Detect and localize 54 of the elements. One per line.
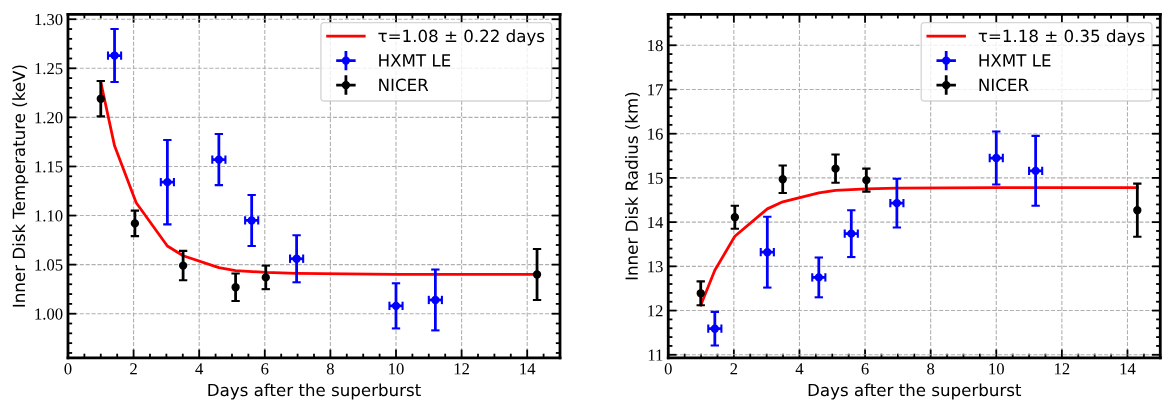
legend-label: τ=1.18 ± 0.35 days — [978, 29, 1145, 46]
y-axis-title: Inner Disk Radius (km) — [625, 92, 640, 280]
y-tick-label: 16 — [648, 128, 663, 140]
y-tick-label: 15 — [648, 172, 663, 184]
point — [730, 213, 740, 222]
y-tick-label: 1.30 — [35, 13, 63, 26]
point — [532, 270, 542, 279]
x-tick-label: 14 — [1120, 363, 1136, 375]
legend-label: HXMT LE — [379, 54, 451, 67]
x-tick-label: 4 — [795, 363, 804, 375]
point — [862, 175, 871, 185]
x-tick-label: 2 — [730, 363, 738, 375]
point — [178, 261, 188, 270]
x-tick-label: 4 — [195, 363, 204, 375]
point — [261, 273, 270, 282]
point — [96, 94, 105, 103]
y-tick-label: 1.10 — [35, 210, 63, 222]
x-tick-label: 8 — [927, 363, 935, 375]
x-tick-label: 10 — [389, 363, 404, 375]
y-tick-label: 1.05 — [35, 259, 63, 271]
x-axis-title: Days after the superburst — [208, 383, 421, 400]
x-tick-label: 8 — [326, 363, 334, 375]
legend-label: NICER — [979, 78, 1029, 92]
y-tick-label: 14 — [648, 216, 664, 228]
point — [778, 175, 787, 184]
point — [831, 164, 840, 173]
x-tick-label: 10 — [989, 363, 1004, 375]
y-tick-label: 1.00 — [35, 308, 63, 320]
point — [130, 219, 140, 228]
legend-label: HXMT LE — [979, 54, 1051, 67]
y-tick-label: 11 — [648, 349, 663, 361]
x-tick-label: 0 — [64, 363, 72, 375]
x-axis-title: Days after the superburst — [808, 383, 1022, 400]
y-tick-label: 1.25 — [35, 63, 63, 75]
y-tick-label: 17 — [648, 84, 663, 96]
legend-label: τ=1.08 ± 0.22 days — [378, 29, 545, 46]
y-tick-label: 12 — [648, 305, 663, 317]
y-axis-title: Inner Disk Temperature (keV) — [12, 65, 29, 307]
x-tick-label: 12 — [454, 363, 470, 375]
point — [231, 283, 240, 292]
y-tick-label: 18 — [648, 39, 663, 52]
point — [696, 289, 705, 298]
x-tick-label: 12 — [1055, 363, 1070, 375]
y-tick-label: 1.20 — [35, 112, 63, 124]
x-tick-label: 6 — [261, 363, 269, 375]
legend-label: NICER — [379, 78, 429, 92]
point — [1133, 206, 1142, 215]
y-tick-label: 1.15 — [35, 161, 63, 173]
y-tick-label: 13 — [648, 261, 663, 273]
x-tick-label: 6 — [861, 363, 869, 375]
x-tick-label: 14 — [520, 363, 536, 375]
line-series — [699, 186, 1139, 307]
x-tick-label: 2 — [130, 363, 137, 375]
x-tick-label: 0 — [664, 363, 672, 375]
